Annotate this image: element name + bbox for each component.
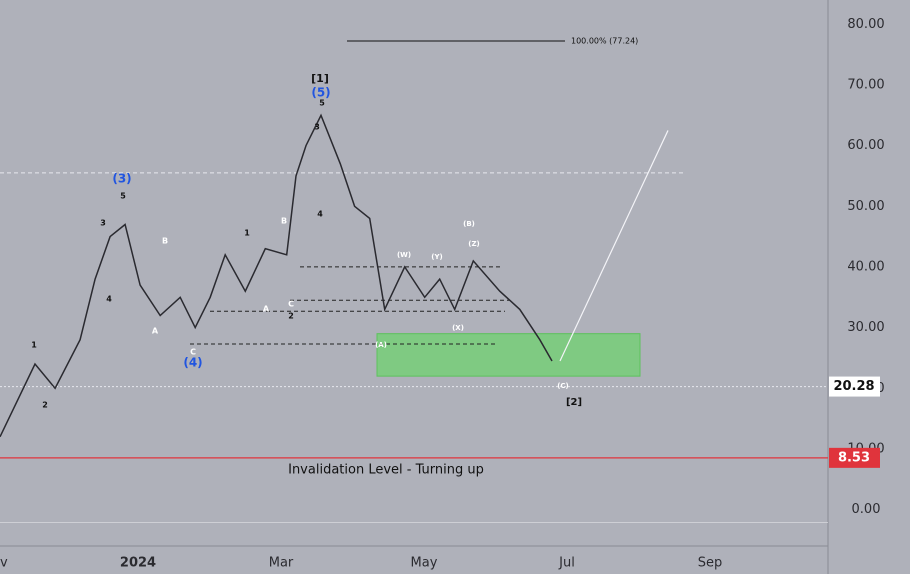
y-tick-label: 30.00	[847, 320, 884, 335]
wave-label: 5	[120, 192, 126, 201]
wave-label: C	[190, 348, 196, 357]
y-tick-label: 70.00	[847, 77, 884, 92]
wave-label: (W)	[397, 251, 411, 259]
wave-label: 3	[314, 123, 320, 132]
fib-label: 100.00% (77.24)	[571, 37, 638, 46]
wave-label: (B)	[463, 220, 475, 228]
wave-label: (5)	[311, 86, 330, 100]
wave-label: 1	[244, 229, 250, 238]
y-tick-label: 50.00	[847, 199, 884, 214]
x-tick-label: Mar	[269, 556, 294, 571]
x-tick-label: Nov	[0, 556, 8, 571]
wave-label: C	[288, 300, 294, 309]
wave-label: [1]	[311, 72, 329, 85]
price-tag	[829, 376, 880, 397]
price-tag	[829, 447, 880, 468]
wave-label: 3	[100, 219, 106, 228]
wave-label: (3)	[112, 172, 131, 186]
projection-line	[559, 130, 669, 362]
y-tick-label: 40.00	[847, 259, 884, 274]
target-zone	[376, 333, 641, 377]
invalidation-text: Invalidation Level - Turning up	[288, 463, 484, 478]
price-tag-label: 8.53	[838, 450, 870, 465]
wave-label: [2]	[566, 397, 582, 408]
y-tick-label: 80.00	[847, 17, 884, 32]
x-tick-label: 2024	[120, 556, 156, 571]
wave-label: 5	[319, 99, 325, 108]
wave-label: 4	[106, 295, 112, 304]
wave-label: B	[281, 217, 287, 226]
wave-label: (A)	[375, 341, 387, 349]
wave-label: A	[263, 305, 270, 314]
wave-label: (Y)	[431, 253, 442, 261]
wave-label: (Z)	[468, 240, 479, 248]
y-tick-label: 60.00	[847, 138, 884, 153]
y-tick-label: 0.00	[852, 502, 881, 517]
x-tick-label: May	[411, 556, 438, 571]
wave-label: B	[162, 237, 168, 246]
wave-label: 2	[288, 312, 294, 321]
wave-label: (X)	[452, 324, 464, 332]
x-tick-label: Sep	[698, 556, 723, 571]
wave-label: (4)	[183, 356, 202, 370]
wave-label: 4	[317, 210, 323, 219]
wave-label: 1	[31, 341, 37, 350]
price-tag-label: 20.28	[833, 379, 874, 394]
wave-label: 2	[42, 401, 48, 410]
wave-label: (C)	[557, 382, 569, 390]
price-line	[0, 113, 553, 438]
x-tick-label: Jul	[558, 556, 575, 571]
wave-label: A	[152, 327, 159, 336]
